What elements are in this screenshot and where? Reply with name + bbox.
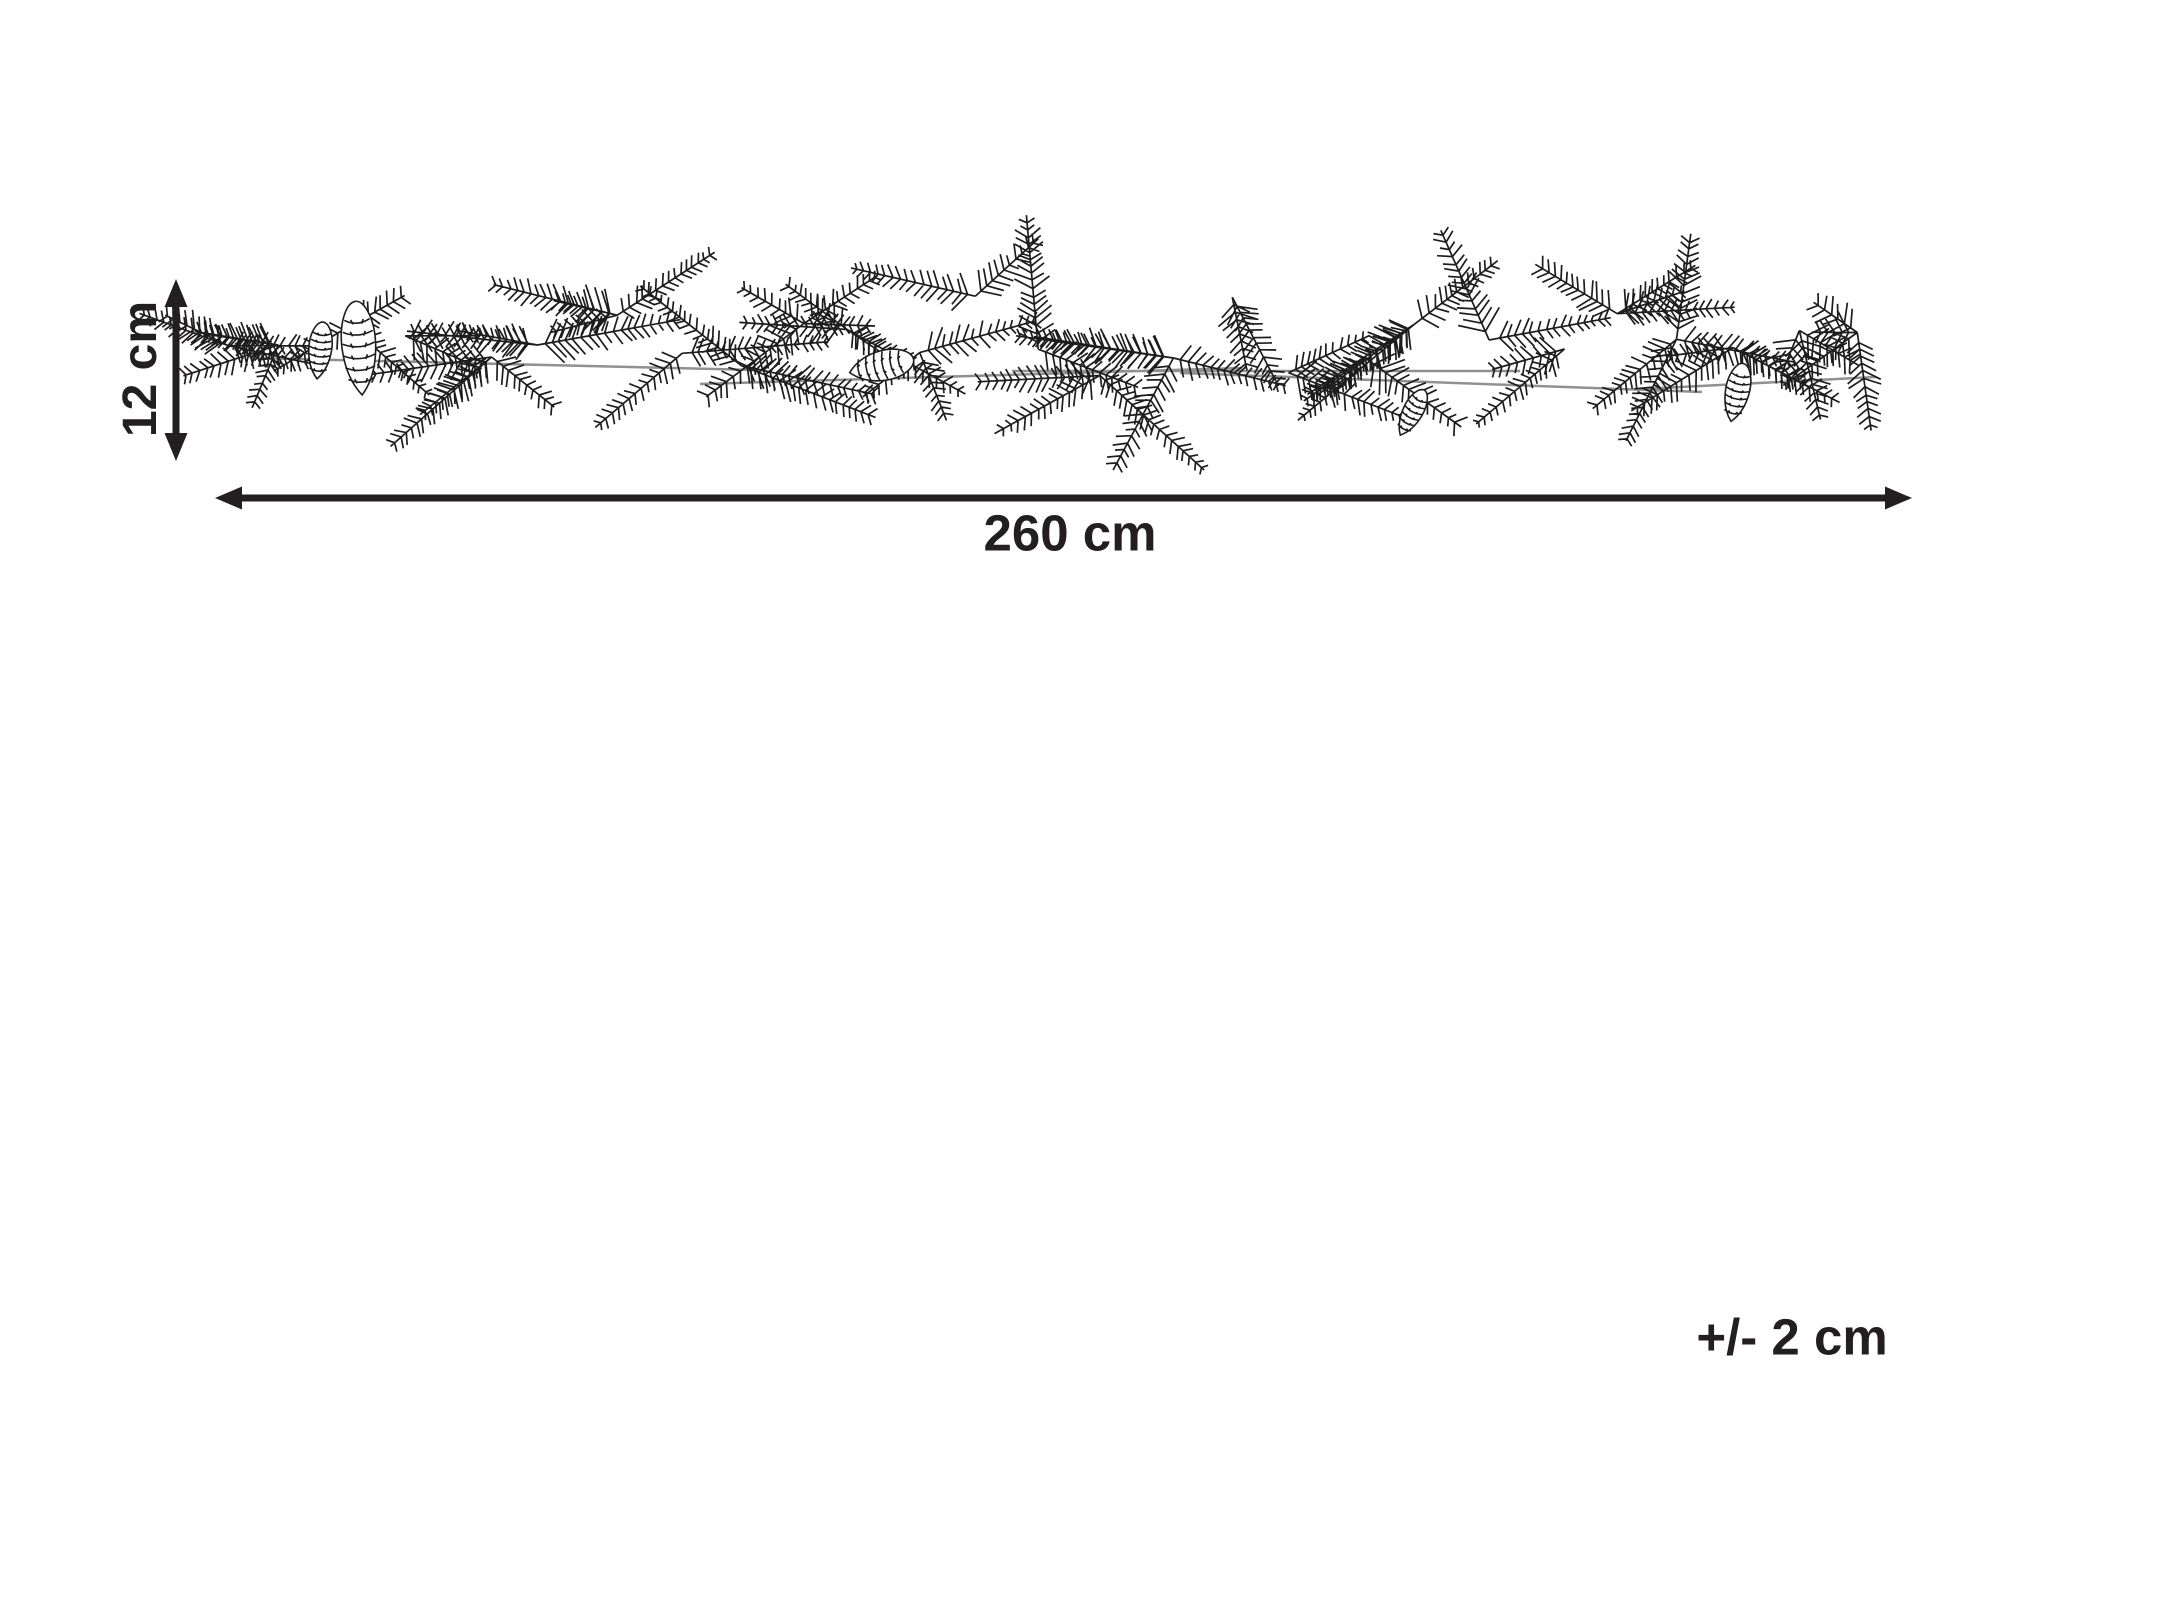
- height-dimension-arrow: [164, 279, 188, 461]
- height-dimension-label: 12 cm: [114, 300, 167, 438]
- arrowhead-down-icon: [164, 433, 188, 461]
- width-dimension-arrow: [215, 486, 1912, 510]
- garland-illustration: [137, 215, 1882, 475]
- tolerance-label: +/- 2 cm: [1696, 1308, 1888, 1366]
- arrowhead-right-icon: [1885, 486, 1912, 510]
- arrowhead-left-icon: [215, 486, 242, 510]
- arrowhead-up-icon: [164, 279, 188, 307]
- width-dimension-label: 260 cm: [983, 504, 1157, 562]
